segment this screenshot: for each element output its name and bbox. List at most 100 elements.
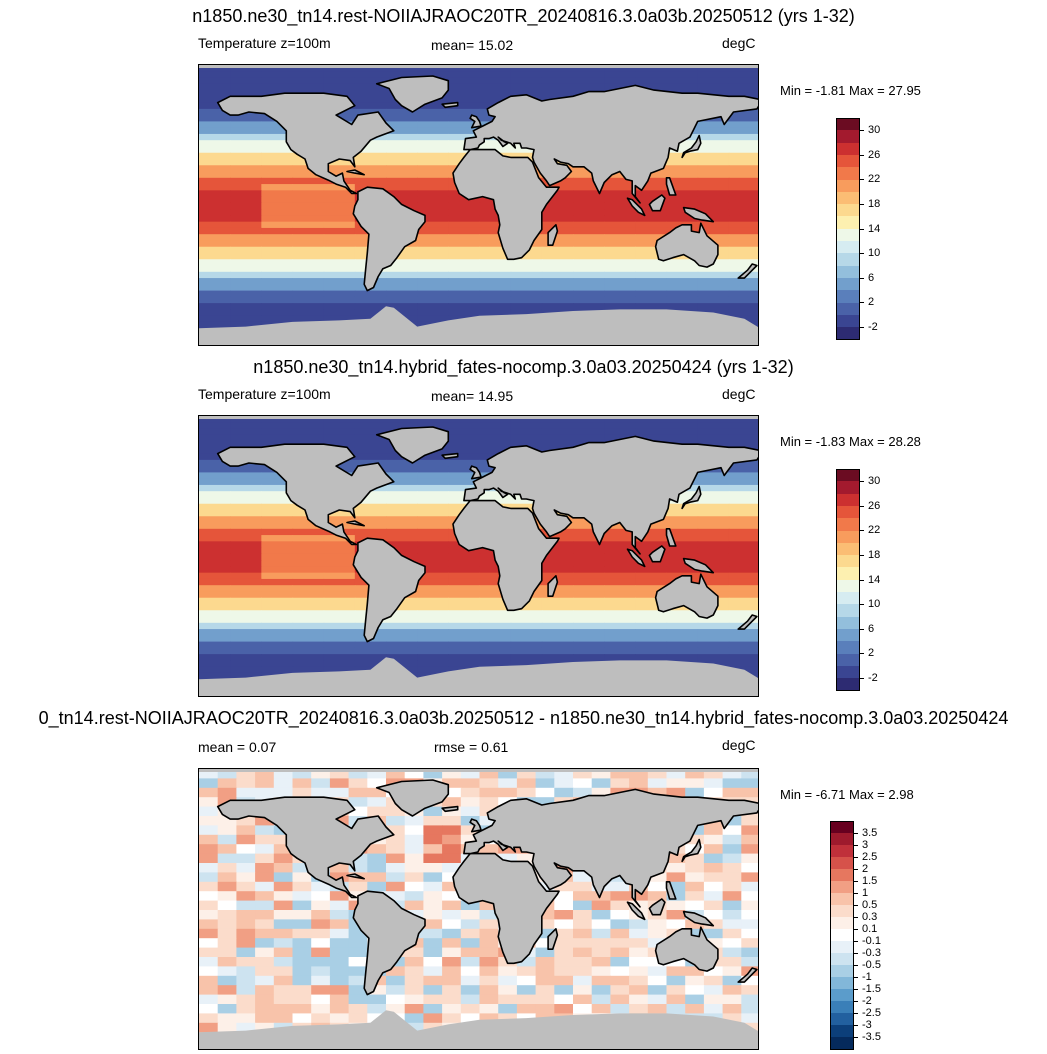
colorbar-box	[836, 678, 860, 691]
colorbar-box	[830, 833, 854, 846]
landmass-australia	[654, 573, 719, 619]
colorbar-box	[836, 179, 860, 193]
colorbar-tick	[860, 530, 864, 532]
colorbar-label: 2	[868, 647, 875, 660]
colorbar-label: 14	[868, 573, 881, 586]
colorbar-box	[836, 469, 860, 482]
landmass-northAmerica	[216, 92, 395, 195]
colorbar-box	[836, 505, 860, 519]
landmass-sumatra	[626, 197, 646, 217]
colorbar-tick	[860, 277, 864, 279]
colorbar-box	[836, 579, 860, 593]
colorbar-label: 3	[862, 839, 869, 851]
colorbar-label: 14	[868, 222, 881, 235]
colorbar-label: 30	[868, 475, 881, 488]
landmass-sumatra	[626, 548, 646, 568]
landmass-nz	[737, 967, 758, 983]
landmass-japan	[681, 485, 702, 510]
colorbar-box	[836, 628, 860, 642]
colorbar-box	[830, 857, 854, 870]
landmass-cuba	[346, 520, 365, 527]
colorbar-label: -3	[862, 1019, 872, 1031]
landmass-nz	[737, 614, 758, 630]
map-canvas	[199, 769, 758, 1049]
panel-title: n1850.ne30_tn14.hybrid_fates-nocomp.3.0a…	[253, 357, 794, 377]
colorbar-tick	[860, 677, 864, 679]
landmass-eurasia	[463, 84, 758, 204]
landmass-borneo	[648, 194, 666, 212]
colorbar-tick	[860, 579, 864, 581]
colorbar-tick	[860, 505, 864, 507]
colorbar-tick	[854, 833, 858, 834]
colorbar-label: 3.5	[862, 827, 878, 839]
colorbar-label: 2	[862, 863, 869, 875]
colorbar-box	[836, 604, 860, 618]
landmass-africa	[452, 499, 560, 612]
colorbar-box	[836, 290, 860, 303]
colorbar-box	[836, 567, 860, 581]
colorbar-tick	[854, 1037, 858, 1038]
mean-label: mean= 14.95	[431, 388, 514, 404]
colorbar-box	[830, 929, 854, 942]
landmass-iceland	[441, 452, 459, 460]
colorbar-tick	[860, 554, 864, 556]
landmass-cuba	[346, 873, 365, 880]
colorbar-tick	[854, 845, 858, 846]
colorbar-box	[830, 1037, 854, 1050]
colorbar-box	[836, 616, 860, 630]
mean-label: mean= 15.02	[431, 37, 514, 53]
colorbar-label: -0.1	[862, 935, 881, 947]
landmass-africa	[452, 852, 560, 965]
landmass-philippines	[665, 177, 677, 196]
colorbar-tick	[854, 893, 858, 894]
landmass-cuba	[346, 169, 365, 176]
colorbar-box	[836, 592, 860, 605]
colorbar-label: 2.5	[862, 851, 878, 863]
colorbar-box	[830, 977, 854, 990]
landmass-borneo	[648, 898, 666, 916]
colorbar-tick	[854, 929, 858, 930]
landmass-greenland	[375, 75, 450, 113]
colorbar-tick	[854, 857, 858, 858]
landmass-southAmerica	[352, 186, 426, 292]
world-map	[198, 415, 759, 697]
world-map	[198, 768, 759, 1050]
colorbar-tick	[860, 253, 864, 255]
colorbar-label: 22	[868, 524, 881, 537]
units-label: degC	[722, 737, 756, 753]
colorbar-label: 22	[868, 173, 881, 186]
colorbar-box	[836, 204, 860, 217]
colorbar-label: 26	[868, 148, 881, 161]
colorbar-box	[836, 191, 860, 205]
colorbar-label: -2	[862, 995, 872, 1007]
colorbar-box	[830, 905, 854, 918]
landmass-northAmerica	[216, 443, 395, 546]
colorbar-label: 1.5	[862, 875, 878, 887]
landmass-eurasia	[463, 788, 758, 908]
colorbar-box	[836, 142, 860, 156]
min-max-label: Min = -1.83 Max = 28.28	[780, 434, 921, 449]
colorbar-box	[830, 821, 854, 834]
colorbar-tick	[860, 228, 864, 230]
colorbar-box	[836, 216, 860, 230]
landmass-antarctica	[199, 657, 758, 696]
colorbar-box	[836, 542, 860, 556]
colorbar-box	[836, 154, 860, 168]
colorbar-box	[830, 941, 854, 954]
colorbar-box	[830, 845, 854, 858]
colorbar-label: 10	[868, 247, 881, 260]
colorbar-tick	[854, 941, 858, 942]
landmass-britain	[469, 465, 482, 480]
colorbar-tick	[860, 203, 864, 205]
landmass-britain	[469, 818, 482, 833]
colorbar-box	[836, 228, 860, 242]
landmass-philippines	[665, 528, 677, 547]
colorbar-label: -3.5	[862, 1031, 881, 1043]
colorbar-box	[836, 241, 860, 254]
colorbar-label: -0.5	[862, 959, 881, 971]
colorbar-box	[830, 965, 854, 978]
colorbar-box	[830, 1013, 854, 1026]
world-map	[198, 64, 759, 346]
mean-label: mean = 0.07	[198, 739, 277, 755]
landmass-greenland	[375, 426, 450, 464]
